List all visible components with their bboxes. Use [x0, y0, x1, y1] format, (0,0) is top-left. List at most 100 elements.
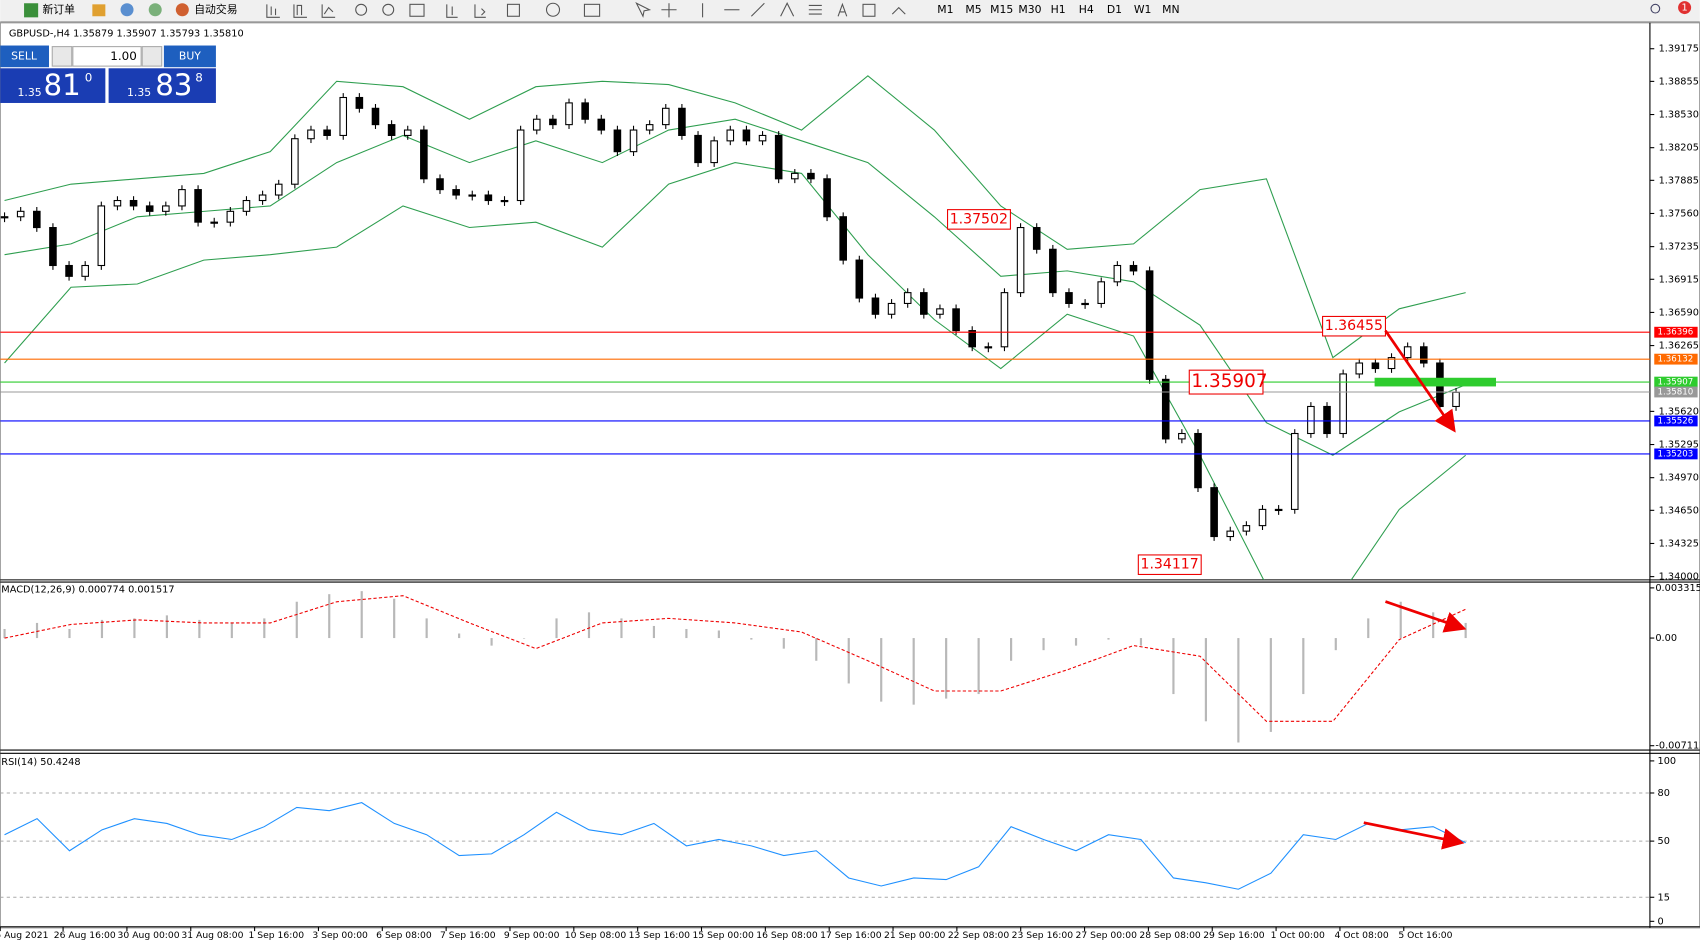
- new-order[interactable]: 新订单: [42, 2, 75, 16]
- date-label: 10 Sep 08:00: [565, 930, 627, 941]
- price-level-label: 1.36132: [1658, 355, 1694, 365]
- macd-header: MACD(12,26,9) 0.000774 0.001517: [1, 585, 174, 596]
- date-label: 28 Sep 08:00: [1139, 930, 1201, 941]
- candle: [758, 134, 767, 142]
- y-tick-label: 1.36590: [1659, 307, 1699, 318]
- candle: [1226, 530, 1235, 538]
- timeframe-button[interactable]: M5: [965, 3, 981, 16]
- candle: [645, 124, 654, 131]
- candle: [920, 292, 928, 315]
- candle: [1097, 281, 1106, 304]
- candle: [33, 210, 41, 229]
- candle: [355, 96, 364, 109]
- notification-badge[interactable]: [1678, 1, 1692, 15]
- macd-bar: [1042, 638, 1045, 651]
- lot-down[interactable]: [51, 46, 73, 67]
- auto-trading-icon[interactable]: [175, 3, 189, 17]
- y-tick-label: 1.34650: [1659, 505, 1699, 516]
- candle: [839, 216, 847, 261]
- candle: [1161, 378, 1170, 440]
- sell-button[interactable]: [0, 45, 49, 68]
- date-label: 23 Sep 16:00: [1012, 930, 1074, 941]
- macd-bar: [1172, 638, 1175, 695]
- date-label: 22 Sep 08:00: [948, 930, 1010, 941]
- tool-icon[interactable]: [120, 3, 134, 17]
- macd-bar: [685, 628, 688, 639]
- candle: [371, 107, 380, 126]
- arrow: [1385, 600, 1467, 633]
- tool-icon[interactable]: [148, 3, 162, 17]
- candle: [871, 297, 880, 315]
- timeframe-button[interactable]: H1: [1051, 3, 1066, 16]
- candle: [1194, 432, 1202, 489]
- search-icon[interactable]: [1650, 3, 1661, 14]
- candle: [339, 96, 348, 136]
- macd-bar: [1399, 601, 1402, 639]
- auto-trading[interactable]: 自动交易: [194, 2, 237, 16]
- candle: [936, 308, 944, 315]
- tool-icon[interactable]: [92, 4, 106, 17]
- date-label: 26 Aug 16:00: [54, 930, 116, 941]
- ask-box[interactable]: [108, 68, 216, 103]
- candle: [1032, 227, 1041, 250]
- timeframe-button[interactable]: W1: [1134, 3, 1152, 16]
- macd-bar: [1464, 622, 1467, 639]
- timeframe-button[interactable]: M15: [990, 3, 1013, 16]
- rsi-tick-label: 80: [1658, 788, 1670, 799]
- candle: [49, 227, 57, 267]
- new-order-icon[interactable]: [24, 3, 39, 18]
- timeframe-button[interactable]: M1: [937, 3, 953, 16]
- timeframe-button[interactable]: H4: [1079, 3, 1094, 16]
- candle: [258, 194, 267, 202]
- toolbar: 新订单 自动交易 M1 M5 M15 M30 H1 H4 D1 W1 MN 1: [0, 0, 1700, 23]
- buy-button[interactable]: [163, 45, 216, 68]
- y-tick-label: 1.37560: [1659, 208, 1699, 219]
- y-tick-label: 1.36265: [1659, 341, 1699, 352]
- lot-input[interactable]: [72, 46, 142, 67]
- macd-bar: [1107, 638, 1110, 640]
- price-level-label: 1.35203: [1658, 449, 1694, 459]
- candle: [0, 216, 9, 219]
- timeframe-button[interactable]: D1: [1107, 3, 1122, 16]
- date-label: 4 Oct 08:00: [1335, 930, 1389, 941]
- candle: [1387, 357, 1396, 370]
- candle: [1178, 432, 1186, 440]
- candle: [887, 302, 896, 315]
- candle: [968, 330, 977, 348]
- buy-label: BUY: [179, 49, 201, 62]
- rsi-line: [4, 802, 1466, 890]
- candle: [16, 210, 25, 218]
- date-label: 17 Sep 16:00: [820, 930, 882, 941]
- timeframe-button[interactable]: M30: [1018, 3, 1041, 16]
- macd-bar: [1269, 638, 1272, 732]
- lot-value: 1.00: [110, 49, 137, 63]
- date-label: 15 Sep 00:00: [692, 930, 754, 941]
- ask-prefix: 1.35: [127, 86, 151, 99]
- macd-bar: [880, 638, 883, 702]
- candle: [1000, 292, 1009, 348]
- macd-bar: [782, 638, 785, 649]
- candle: [1258, 508, 1267, 527]
- macd-bar: [133, 618, 136, 639]
- y-tick-label: 1.34970: [1659, 473, 1699, 484]
- lot-up[interactable]: [141, 46, 163, 67]
- price-level-label: 1.35810: [1658, 387, 1694, 397]
- y-tick-label: 1.38205: [1659, 143, 1699, 154]
- candle: [1339, 373, 1347, 435]
- macd-bar: [1334, 638, 1337, 651]
- candle: [1081, 302, 1089, 306]
- bid-box[interactable]: [0, 68, 106, 103]
- candle: [81, 264, 89, 277]
- timeframe-button[interactable]: MN: [1162, 3, 1179, 16]
- rsi-tick-label: 15: [1658, 892, 1670, 903]
- date-label: 7 Sep 16:00: [440, 930, 496, 941]
- rsi-header: RSI(14) 50.4248: [1, 757, 80, 768]
- candle: [403, 129, 412, 136]
- support-zone: [1374, 377, 1497, 387]
- candle: [1210, 487, 1218, 538]
- ask-digits: 83: [155, 68, 192, 102]
- macd-bar: [3, 628, 6, 639]
- candle: [549, 118, 557, 126]
- candle: [516, 129, 525, 202]
